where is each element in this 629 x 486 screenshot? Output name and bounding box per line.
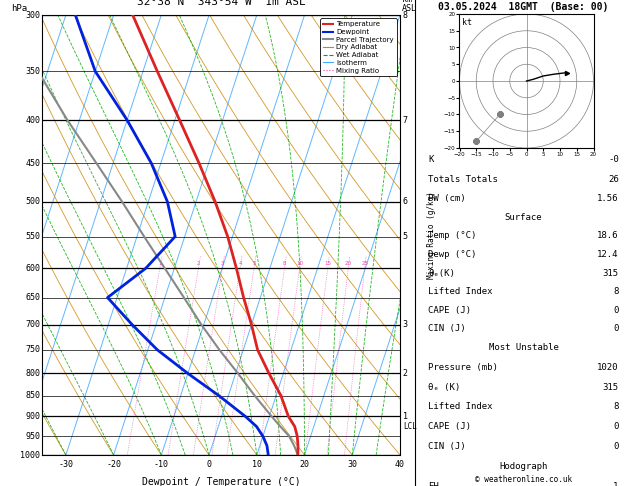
Text: 300: 300 [25, 11, 40, 19]
Text: Temp (°C): Temp (°C) [428, 231, 477, 241]
Text: 0: 0 [613, 324, 619, 333]
Text: 450: 450 [25, 159, 40, 168]
Text: 350: 350 [25, 67, 40, 76]
Text: 8: 8 [283, 261, 286, 266]
Text: 1000: 1000 [20, 451, 40, 459]
Text: 5: 5 [403, 232, 408, 241]
Text: 700: 700 [25, 320, 40, 329]
Text: 32°38'N  343°54'W  1m ASL: 32°38'N 343°54'W 1m ASL [136, 0, 305, 7]
Text: 1: 1 [158, 261, 162, 266]
Text: 850: 850 [25, 391, 40, 400]
Text: 6: 6 [403, 197, 408, 206]
Text: 1: 1 [613, 482, 619, 486]
Text: 500: 500 [25, 197, 40, 206]
Text: km
ASL: km ASL [402, 0, 417, 13]
Text: 18.6: 18.6 [597, 231, 619, 241]
Text: 03.05.2024  18GMT  (Base: 00): 03.05.2024 18GMT (Base: 00) [438, 2, 609, 12]
Text: θₑ(K): θₑ(K) [428, 268, 455, 278]
Text: 1.56: 1.56 [597, 194, 619, 203]
Text: -0: -0 [608, 155, 619, 164]
Text: 2: 2 [197, 261, 200, 266]
Text: 26: 26 [608, 174, 619, 184]
Text: Dewpoint / Temperature (°C): Dewpoint / Temperature (°C) [142, 477, 300, 486]
Text: Surface: Surface [504, 213, 542, 222]
Text: EH: EH [428, 482, 439, 486]
Text: -30: -30 [58, 460, 74, 469]
Text: LCL: LCL [403, 422, 417, 431]
Text: 650: 650 [25, 293, 40, 302]
Text: Pressure (mb): Pressure (mb) [428, 363, 498, 372]
Text: kt: kt [462, 18, 472, 27]
Text: 1020: 1020 [597, 363, 619, 372]
Text: 315: 315 [603, 268, 619, 278]
Text: 4: 4 [238, 261, 242, 266]
Text: 550: 550 [25, 232, 40, 241]
Text: CIN (J): CIN (J) [428, 324, 466, 333]
Text: 800: 800 [25, 369, 40, 378]
Text: 20: 20 [345, 261, 352, 266]
Text: Most Unstable: Most Unstable [489, 343, 559, 352]
Text: Lifted Index: Lifted Index [428, 287, 493, 296]
Text: 30: 30 [347, 460, 357, 469]
Legend: Temperature, Dewpoint, Parcel Trajectory, Dry Adiabat, Wet Adiabat, Isotherm, Mi: Temperature, Dewpoint, Parcel Trajectory… [320, 18, 396, 76]
Text: 1: 1 [403, 412, 408, 421]
Text: 10: 10 [252, 460, 262, 469]
Text: 20: 20 [299, 460, 309, 469]
Text: 900: 900 [25, 412, 40, 421]
Text: 2: 2 [403, 369, 408, 378]
Text: θₑ (K): θₑ (K) [428, 382, 460, 392]
Text: 40: 40 [395, 460, 405, 469]
Text: CIN (J): CIN (J) [428, 442, 466, 451]
Text: 315: 315 [603, 382, 619, 392]
Text: 400: 400 [25, 116, 40, 124]
Text: 600: 600 [25, 264, 40, 273]
Text: 8: 8 [613, 287, 619, 296]
Text: CAPE (J): CAPE (J) [428, 306, 471, 314]
Text: Dewp (°C): Dewp (°C) [428, 250, 477, 259]
Text: 950: 950 [25, 432, 40, 441]
Text: 750: 750 [25, 346, 40, 354]
Text: 0: 0 [613, 306, 619, 314]
Text: 3: 3 [403, 320, 408, 329]
Text: © weatheronline.co.uk: © weatheronline.co.uk [475, 474, 572, 484]
Text: 3: 3 [221, 261, 224, 266]
Text: 8: 8 [613, 402, 619, 411]
Text: 0: 0 [613, 442, 619, 451]
Text: 7: 7 [403, 116, 408, 124]
Text: K: K [428, 155, 433, 164]
Text: Totals Totals: Totals Totals [428, 174, 498, 184]
Text: Hodograph: Hodograph [499, 462, 548, 470]
Text: -20: -20 [106, 460, 121, 469]
Text: 0: 0 [613, 422, 619, 431]
Text: PW (cm): PW (cm) [428, 194, 466, 203]
Text: 12.4: 12.4 [597, 250, 619, 259]
Text: 0: 0 [206, 460, 211, 469]
Text: 8: 8 [403, 11, 408, 19]
Text: 5: 5 [252, 261, 256, 266]
Text: -10: -10 [154, 460, 169, 469]
Text: Mixing Ratio (g/kg): Mixing Ratio (g/kg) [427, 191, 436, 279]
Text: 10: 10 [296, 261, 303, 266]
Text: hPa: hPa [11, 4, 28, 13]
Text: Lifted Index: Lifted Index [428, 402, 493, 411]
Text: CAPE (J): CAPE (J) [428, 422, 471, 431]
Text: 15: 15 [324, 261, 331, 266]
Text: 25: 25 [361, 261, 368, 266]
